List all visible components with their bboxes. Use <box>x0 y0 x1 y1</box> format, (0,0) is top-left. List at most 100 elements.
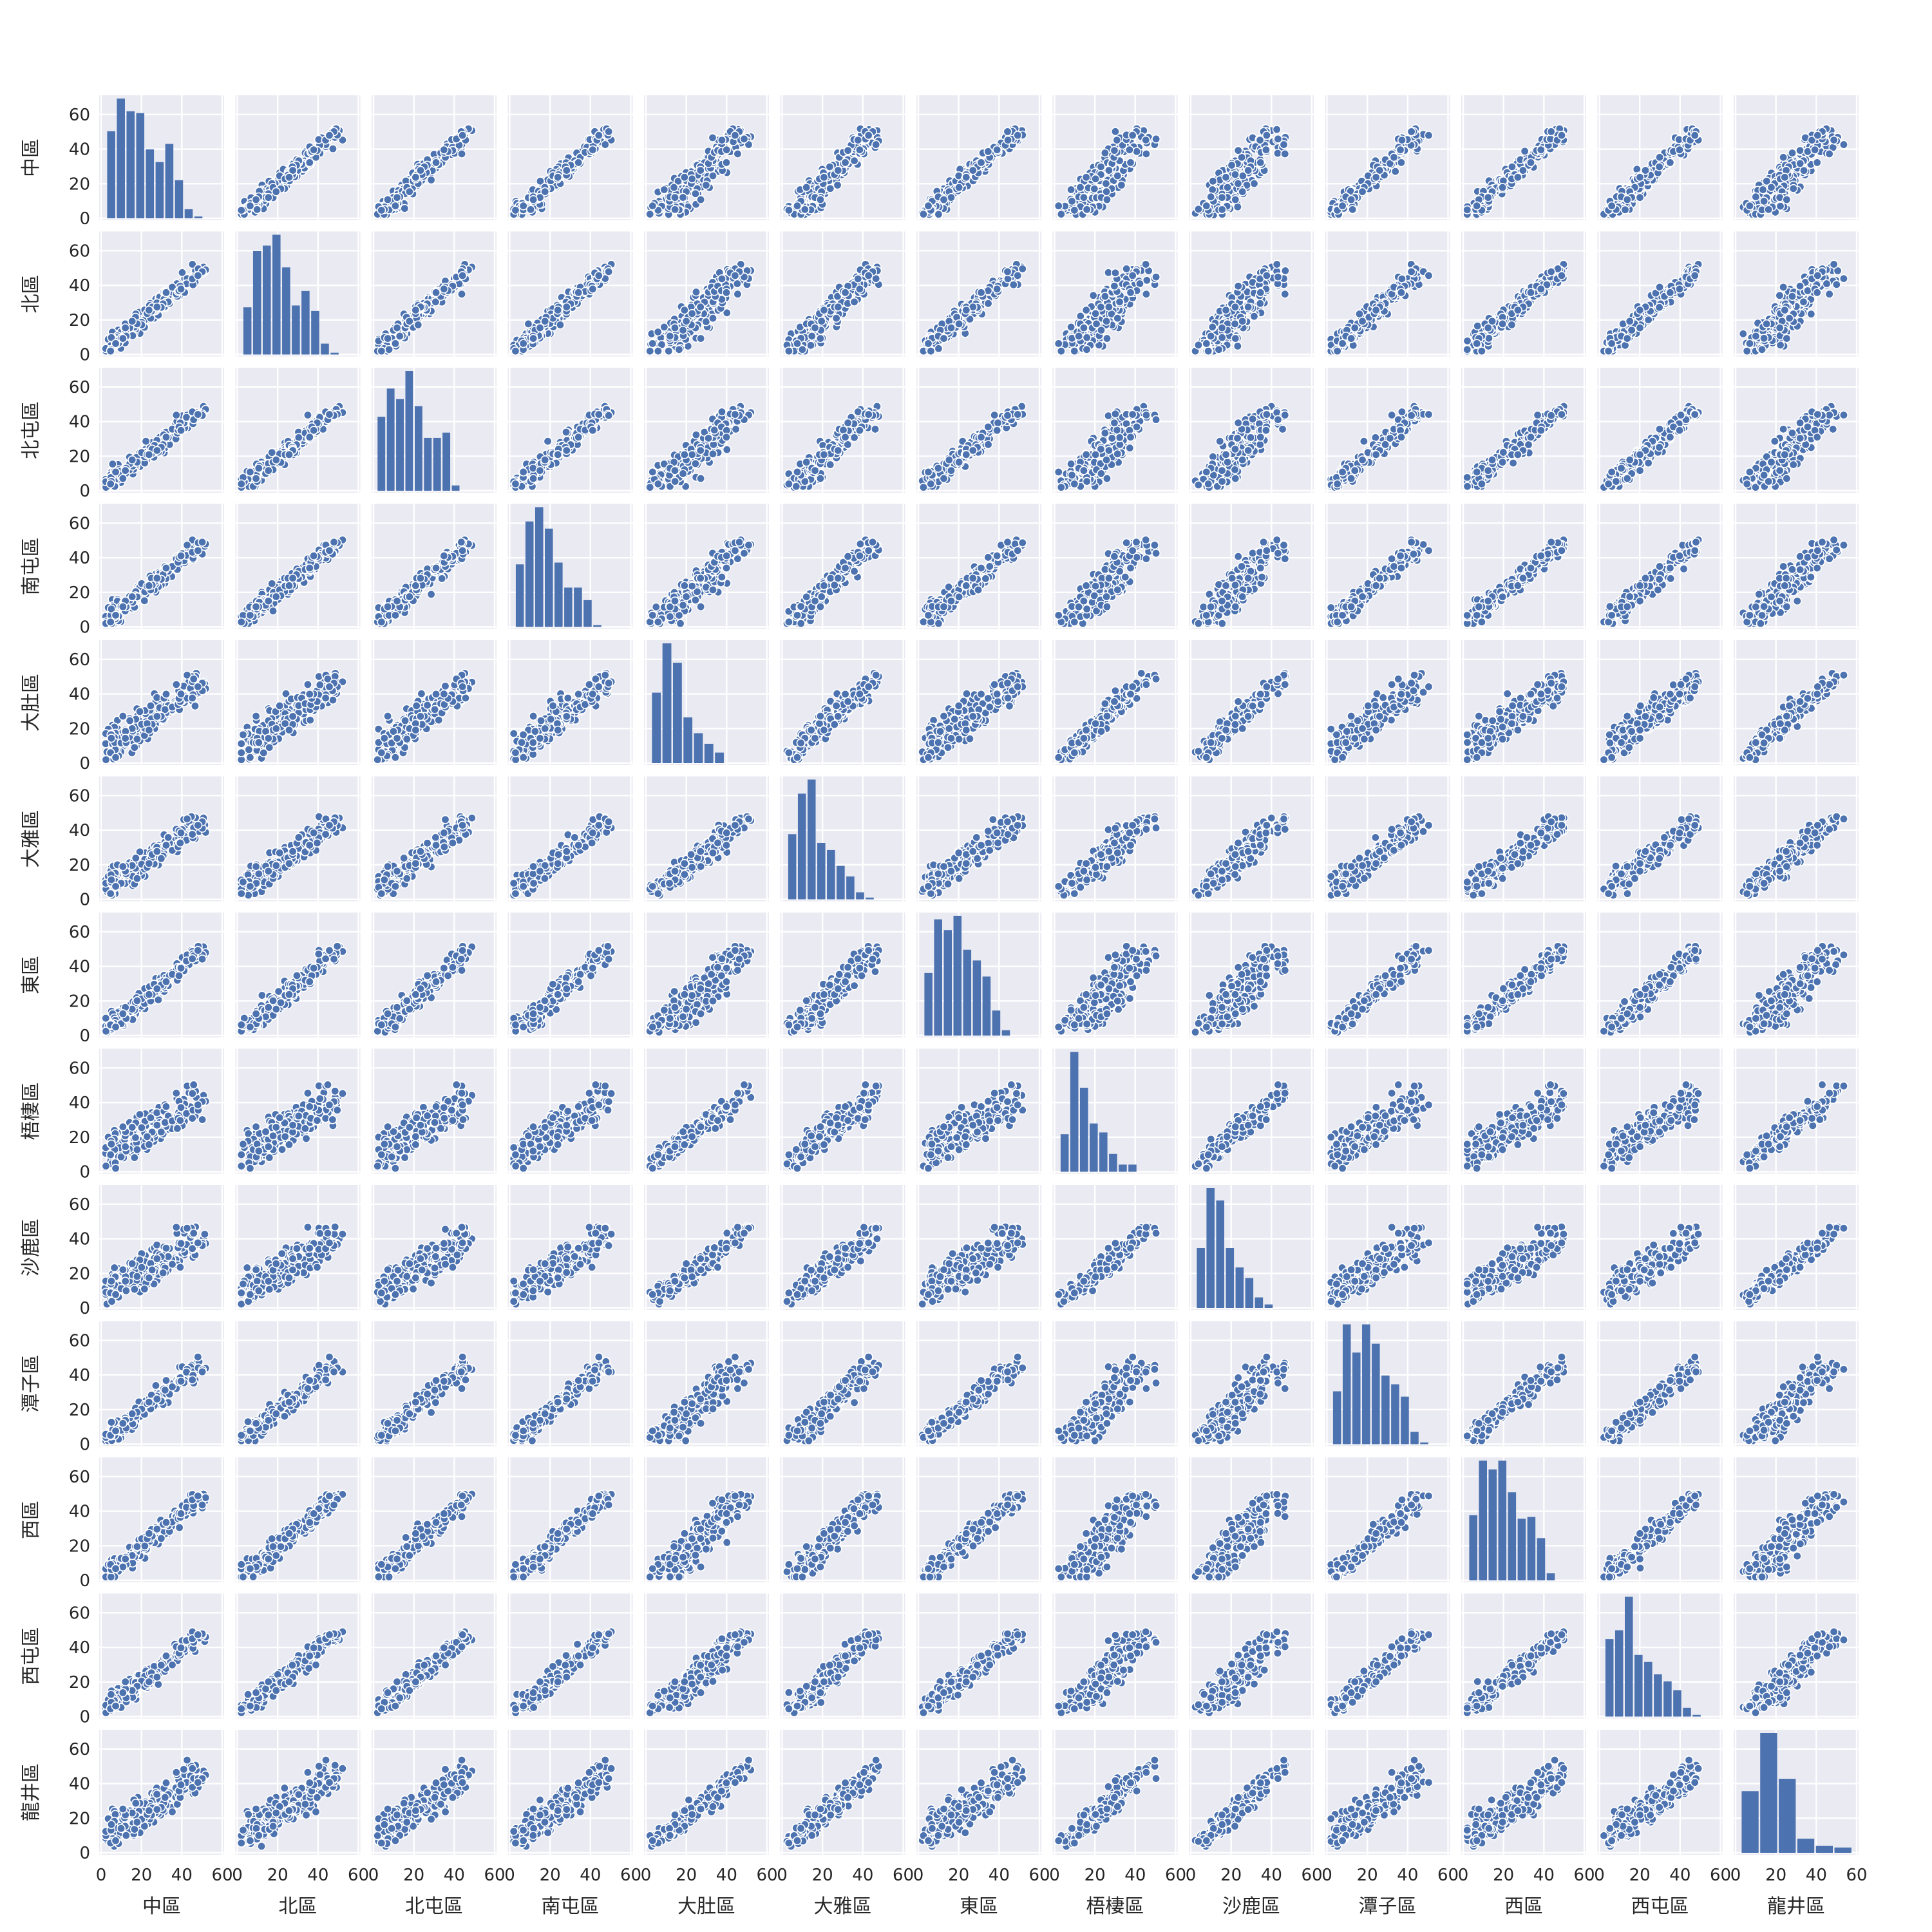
scatter-point <box>659 185 669 194</box>
scatter-point <box>284 173 294 182</box>
scatter-point <box>1332 346 1342 356</box>
scatter-point <box>1249 312 1259 321</box>
scatter-point <box>1518 166 1528 175</box>
scatter-point <box>1066 185 1076 194</box>
scatter-point <box>1117 180 1126 190</box>
scatter-point <box>670 193 679 202</box>
scatter-point <box>687 308 697 318</box>
scatter-point <box>1054 339 1063 348</box>
scatter-point <box>1507 162 1517 171</box>
scatter-point <box>1812 158 1822 167</box>
scatter-point <box>1261 145 1271 155</box>
scatter-point <box>815 334 825 343</box>
scatter-point <box>722 145 732 155</box>
scatter-point <box>162 288 171 298</box>
scatter-point <box>395 331 404 341</box>
panel-e58c97e58d80-e58d97e5b1afe58d80 <box>507 231 633 357</box>
scatter-point <box>562 166 571 175</box>
scatter-point <box>1424 131 1434 140</box>
scatter-point <box>810 323 820 333</box>
scatter-point <box>1202 339 1211 348</box>
scatter-point <box>1273 272 1283 282</box>
scatter-point <box>1256 288 1265 298</box>
scatter-point <box>518 201 528 211</box>
scatter-point <box>1233 281 1243 291</box>
scatter-point <box>1141 149 1151 158</box>
scatter-point <box>1536 284 1546 294</box>
scatter-point <box>1262 270 1271 280</box>
scatter-point <box>1075 183 1085 193</box>
scatter-point <box>1122 264 1132 274</box>
scatter-point <box>817 316 826 326</box>
scatter-point <box>1244 166 1253 175</box>
panel-e4b8ade58d80-e5a4a7e99b85e58d80 <box>780 95 905 220</box>
scatter-point <box>833 302 843 312</box>
scatter-point <box>1013 131 1023 140</box>
scatter-point <box>1110 146 1119 155</box>
scatter-point <box>1620 205 1630 214</box>
scatter-point <box>1546 267 1556 276</box>
scatter-point <box>1655 153 1665 162</box>
scatter-point <box>717 274 726 283</box>
scatter-point <box>730 270 740 280</box>
scatter-point <box>1751 192 1761 202</box>
scatter-point <box>120 323 130 333</box>
scatter-point <box>383 334 393 343</box>
scatter-point <box>1081 173 1091 182</box>
scatter-point <box>535 323 545 333</box>
hist-bar <box>262 245 271 355</box>
scatter-point <box>696 166 705 175</box>
panel-e4b8ade58d80-e6b299e9b9bfe58d80 <box>1189 95 1314 220</box>
scatter-point <box>1764 205 1774 214</box>
panel-e4b8ade58d80-e8a5bfe5b1afe58d80 <box>1597 95 1723 220</box>
scatter-point <box>1396 288 1406 298</box>
scatter-point <box>1056 209 1066 219</box>
scatter-point <box>679 305 689 315</box>
hist-bar <box>292 305 300 355</box>
scatter-point <box>1255 299 1265 308</box>
scatter-point <box>833 166 843 175</box>
scatter-point <box>1013 270 1023 280</box>
scatter-point <box>717 135 726 145</box>
scatter-point <box>439 145 449 155</box>
scatter-point <box>815 195 825 205</box>
scatter-point <box>923 339 933 348</box>
scatter-point <box>1126 288 1135 298</box>
scatter-point <box>1463 205 1472 214</box>
scatter-point <box>1102 316 1112 326</box>
scatter-point <box>328 144 337 154</box>
scatter-point <box>840 158 850 167</box>
scatter-point <box>1396 145 1405 155</box>
scatter-point <box>305 158 314 167</box>
scatter-point <box>968 166 978 175</box>
scatter-point <box>1654 162 1664 171</box>
scatter-point <box>1070 205 1079 215</box>
scatter-point <box>1766 183 1776 193</box>
scatter-point <box>983 299 993 308</box>
scatter-point <box>1227 160 1236 170</box>
scatter-point <box>681 316 691 326</box>
scatter-point <box>800 205 810 214</box>
scatter-point <box>1273 149 1282 158</box>
scatter-point <box>1217 333 1227 343</box>
scatter-point <box>1238 187 1247 196</box>
hist-bar <box>155 162 164 218</box>
scatter-point <box>556 320 565 330</box>
hist-bar <box>243 307 252 355</box>
scatter-point <box>404 187 414 196</box>
scatter-point <box>733 149 743 158</box>
scatter-point <box>1231 334 1240 343</box>
scatter-point <box>946 323 956 333</box>
scatter-point <box>840 288 850 298</box>
hist-bar <box>136 113 145 218</box>
scatter-point <box>1424 270 1434 280</box>
scatter-point <box>976 288 986 298</box>
scatter-point <box>309 145 319 155</box>
scatter-point <box>664 346 674 356</box>
scatter-point <box>1091 308 1101 318</box>
scatter-point <box>1463 345 1472 354</box>
scatter-point <box>1347 334 1356 343</box>
scatter-point <box>457 289 467 299</box>
hist-bar <box>282 267 290 355</box>
